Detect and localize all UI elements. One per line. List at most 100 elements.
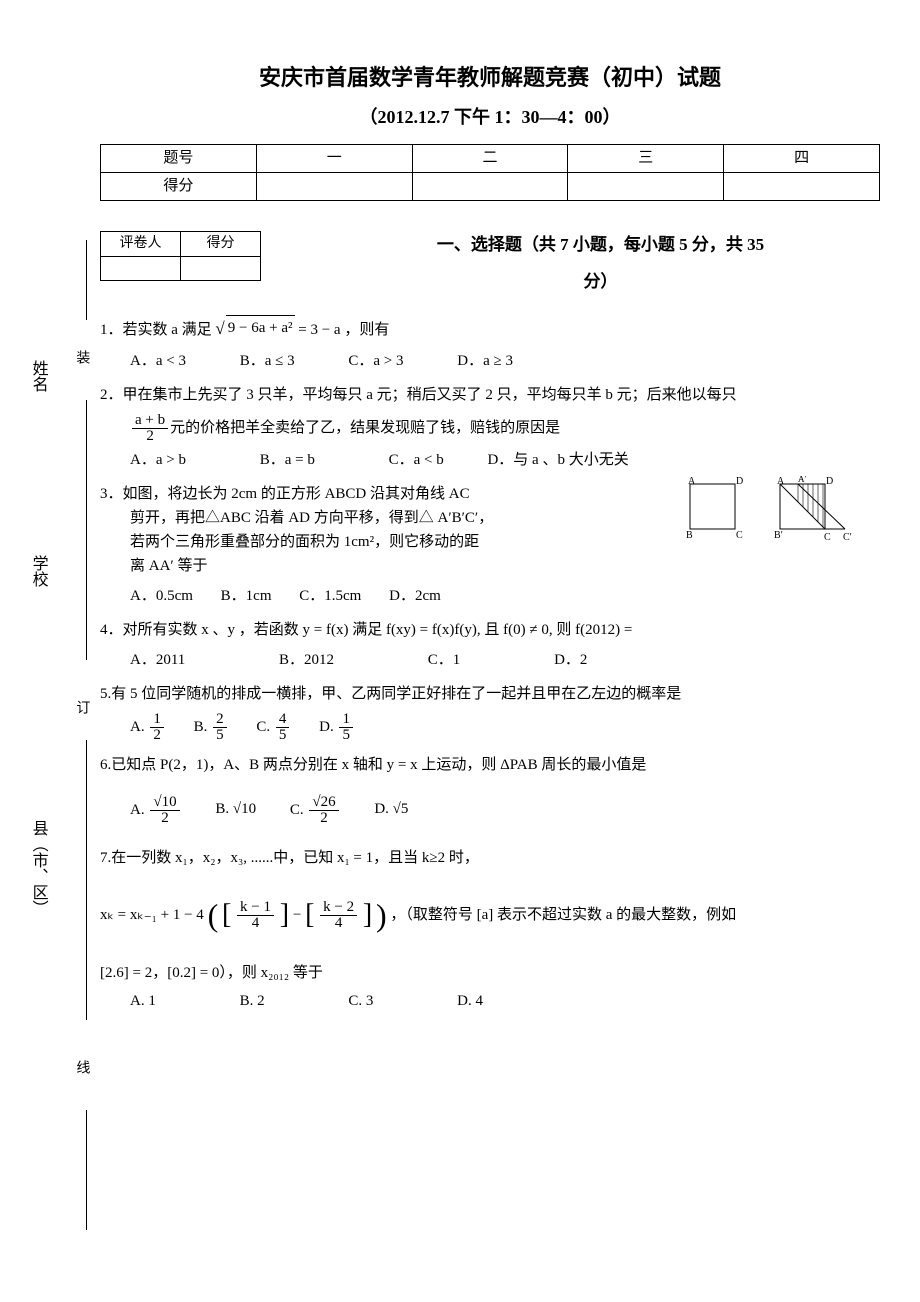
geom-label: A′ [798,476,806,484]
q1-opt-b: B．a ≤ 3 [240,349,295,373]
q3-opt-a: A．0.5cm [130,584,193,608]
q2-opt-d: D．与 a 、b 大小无关 [487,448,628,472]
score-cell [412,172,568,200]
q6-opt-c: C. √262 [290,795,341,826]
question-6: 6.已知点 P(2，1)，A、B 两点分别在 x 轴和 y = x 上运动，则 … [100,753,880,777]
grader-score-label: 得分 [181,231,261,256]
question-2: 2．甲在集市上先买了 3 只羊，平均每只 a 元；稍后又买了 2 只，平均每只羊… [100,383,880,407]
frac-num: a + b [132,413,168,429]
score-cell [724,172,880,200]
frac-den: 4 [320,916,357,931]
score-header-label: 题号 [101,144,257,172]
minus: − [293,907,301,923]
q2-opt-c: C．a < b [389,448,444,472]
geom-label: B′ [774,530,783,541]
bracket-left: [ [222,899,231,930]
fraction: √102 [150,795,179,826]
q3-line3: 若两个三角形重叠部分的面积为 1cm²，则它移动的距 [130,530,560,554]
q7-eq-prefix: xₖ = xₖ₋₁ + 1 − 4 [100,907,204,923]
q5-opt-d: D. 15 [319,712,355,743]
radical-sign: √ [215,319,224,338]
question-4: 4．对所有实数 x 、y ，若函数 y = f(x) 满足 f(xy) = f(… [100,618,880,642]
frac-num: 4 [276,712,290,728]
geom-label: C [736,530,743,541]
grader-table: 评卷人 得分 [100,231,261,281]
paren-left: ( [208,897,219,933]
q2-fraction: a + b 2 [132,413,168,444]
score-col: 二 [412,144,568,172]
q7-opt-b: B. 2 [240,989,265,1013]
q2-opt-a: A．a > b [130,448,186,472]
q2-suffix: 元的价格把羊全卖给了乙，结果发现赔了钱，赔钱的原因是 [170,419,560,435]
q3-line2: 剪开，再把△ABC 沿着 AD 方向平移，得到△ A′B′C′， [130,506,560,530]
geom-label: D [736,476,743,487]
score-col: 四 [724,144,880,172]
sidebar-label-region: 县（市、区） [25,820,51,916]
geom-label: C [824,532,831,543]
frac-den: 5 [213,728,227,743]
opt-prefix: B. [194,718,208,734]
score-col: 三 [568,144,724,172]
bracket-right: ] [363,899,372,930]
section-title-cont: 分） [321,268,880,295]
fraction: 45 [276,712,290,743]
fraction: 25 [213,712,227,743]
fraction: 12 [150,712,164,743]
q4-opt-d: D．2 [554,648,587,672]
q5-opt-a: A. 12 [130,712,166,743]
frac-den: 5 [339,728,353,743]
q4-opt-b: B．2012 [279,648,334,672]
q1-opt-a: A．a < 3 [130,349,186,373]
score-cell [256,172,412,200]
fraction: k − 24 [320,900,357,931]
opt-prefix: C. [290,801,304,817]
frac-den: 4 [237,916,274,931]
frac-den: 2 [309,811,338,826]
bracket-right: ] [280,899,289,930]
q4-opt-c: C．1 [428,648,461,672]
frac-den: 5 [276,728,290,743]
frac-num: √26 [309,795,338,811]
q4-options: A．2011 B．2012 C．1 D．2 [130,648,880,672]
q1-opt-c: C．a > 3 [348,349,403,373]
frac-num: √10 [150,795,179,811]
q3-opt-b: B．1cm [221,584,272,608]
q7-equation: xₖ = xₖ₋₁ + 1 − 4 ( [ k − 14 ] − [ k − 2… [100,890,880,941]
page-title: 安庆市首届数学青年教师解题竞赛（初中）试题 [100,60,880,95]
grader-label: 评卷人 [101,231,181,256]
sidebar-label-name: 姓名 [25,360,51,392]
frac-den: 2 [150,811,179,826]
binding-zhuang: 装 [70,350,92,366]
geom-label: C′ [843,532,852,543]
q2-line2: a + b 2 元的价格把羊全卖给了乙，结果发现赔了钱，赔钱的原因是 [130,413,880,444]
q2-options: A．a > b B．a = b C．a < b D．与 a 、b 大小无关 [130,448,880,472]
q7-opt-c: C. 3 [348,989,373,1013]
q6-opt-d: D. √5 [374,797,408,821]
paren-right: ) [376,897,387,933]
opt-prefix: C. [256,718,270,734]
q3-options: A．0.5cm B．1cm C．1.5cm D．2cm [130,584,880,608]
q7-line3: [2.6] = 2，[0.2] = 0），则 x₂₀₁₂ 等于 [100,961,880,985]
q7-opt-a: A. 1 [130,989,156,1013]
q5-opt-b: B. 25 [194,712,229,743]
frac-num: 1 [339,712,353,728]
q7-eq-suffix: ，（取整符号 [a] 表示不超过实数 a 的最大整数，例如 [390,907,736,923]
binding-ding: 订 [70,700,92,716]
q2-opt-b: B．a = b [260,448,315,472]
geom-label: A [777,476,785,487]
question-7: 7.在一列数 x₁，x₂，x₃, ......中，已知 x₁ = 1，且当 k≥… [100,846,880,870]
binding-line [86,240,87,320]
score-row-label: 得分 [101,172,257,200]
q3-line4: 离 AA′ 等于 [130,554,560,578]
q5-options: A. 12 B. 25 C. 45 D. 15 [130,712,880,743]
q6-opt-b: B. √10 [215,797,256,821]
q6-opt-a: A. √102 [130,795,182,826]
frac-num: k − 1 [237,900,274,916]
binding-xian: 线 [70,1060,92,1076]
q3-line1: 3．如图，将边长为 2cm 的正方形 ABCD 沿其对角线 AC [100,482,560,506]
q4-opt-a: A．2011 [130,648,185,672]
q5-opt-c: C. 45 [256,712,291,743]
sidebar-label-school: 学校 [25,555,51,587]
q7-options: A. 1 B. 2 C. 3 D. 4 [130,989,880,1013]
fraction: 15 [339,712,353,743]
